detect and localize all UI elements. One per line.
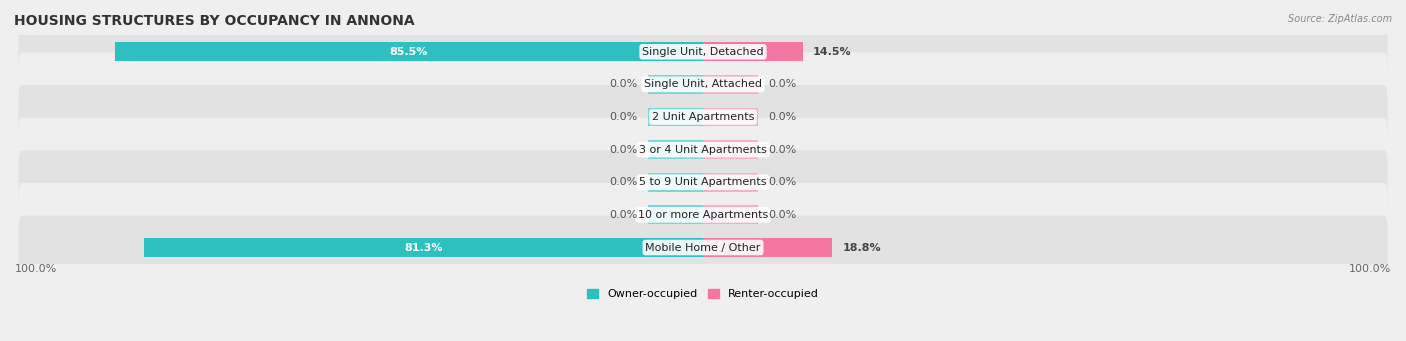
Text: 5 to 9 Unit Apartments: 5 to 9 Unit Apartments	[640, 177, 766, 187]
Text: 0.0%: 0.0%	[768, 210, 797, 220]
Text: 81.3%: 81.3%	[404, 242, 443, 253]
Text: Mobile Home / Other: Mobile Home / Other	[645, 242, 761, 253]
Text: 85.5%: 85.5%	[389, 47, 427, 57]
Bar	[703, 140, 758, 159]
Text: 10 or more Apartments: 10 or more Apartments	[638, 210, 768, 220]
Text: 0.0%: 0.0%	[609, 112, 638, 122]
Bar	[648, 140, 703, 159]
Bar	[648, 107, 703, 127]
FancyBboxPatch shape	[18, 150, 1388, 214]
Text: 0.0%: 0.0%	[609, 79, 638, 89]
Text: 0.0%: 0.0%	[768, 145, 797, 155]
Bar	[703, 173, 758, 192]
Text: 14.5%: 14.5%	[813, 47, 852, 57]
FancyBboxPatch shape	[18, 85, 1388, 149]
Bar	[648, 75, 703, 94]
Bar	[703, 42, 803, 61]
Text: Single Unit, Detached: Single Unit, Detached	[643, 47, 763, 57]
FancyBboxPatch shape	[18, 118, 1388, 182]
Bar	[648, 173, 703, 192]
Text: 100.0%: 100.0%	[15, 265, 58, 275]
Text: Single Unit, Attached: Single Unit, Attached	[644, 79, 762, 89]
Text: 0.0%: 0.0%	[609, 145, 638, 155]
Text: 0.0%: 0.0%	[768, 79, 797, 89]
Bar	[703, 107, 758, 127]
Legend: Owner-occupied, Renter-occupied: Owner-occupied, Renter-occupied	[586, 289, 820, 299]
Bar	[143, 238, 703, 257]
Text: 0.0%: 0.0%	[609, 210, 638, 220]
Bar	[115, 42, 703, 61]
Text: 100.0%: 100.0%	[1348, 265, 1391, 275]
Text: 2 Unit Apartments: 2 Unit Apartments	[652, 112, 754, 122]
FancyBboxPatch shape	[18, 53, 1388, 116]
Text: Source: ZipAtlas.com: Source: ZipAtlas.com	[1288, 14, 1392, 24]
Bar	[648, 205, 703, 224]
FancyBboxPatch shape	[18, 216, 1388, 280]
Bar	[703, 75, 758, 94]
Text: HOUSING STRUCTURES BY OCCUPANCY IN ANNONA: HOUSING STRUCTURES BY OCCUPANCY IN ANNON…	[14, 14, 415, 28]
Text: 0.0%: 0.0%	[768, 112, 797, 122]
Text: 18.8%: 18.8%	[842, 242, 882, 253]
Bar	[703, 238, 832, 257]
Text: 3 or 4 Unit Apartments: 3 or 4 Unit Apartments	[640, 145, 766, 155]
Text: 0.0%: 0.0%	[609, 177, 638, 187]
Bar	[703, 205, 758, 224]
Text: 0.0%: 0.0%	[768, 177, 797, 187]
FancyBboxPatch shape	[18, 183, 1388, 247]
FancyBboxPatch shape	[18, 20, 1388, 84]
